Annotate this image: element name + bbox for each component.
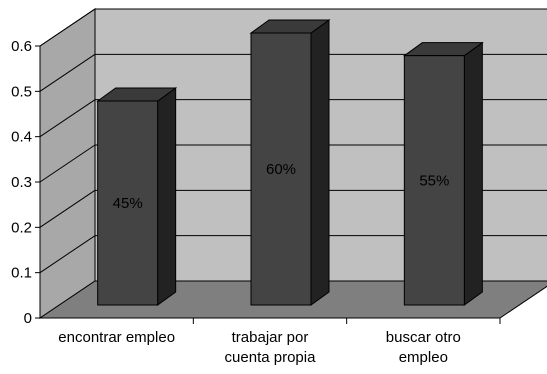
chart-bars: 45% 60% 55% [96, 19, 484, 306]
x-category-label-line: empleo [399, 349, 448, 366]
data-label: 55% [419, 172, 449, 189]
bar-group: 60% [249, 19, 331, 306]
bar [250, 32, 312, 306]
x-category-label: buscar otro empleo [386, 329, 461, 366]
y-tick-label: 0.3 [11, 174, 32, 191]
data-label: 60% [266, 161, 296, 178]
gridline-side [39, 144, 96, 183]
bar-side [463, 41, 483, 306]
x-axis-category-labels: encontrar empleo trabajar por cuenta propi… [58, 329, 461, 366]
y-tick-label: 0.1 [11, 265, 32, 282]
gridline-side [39, 8, 96, 47]
gridline-side [39, 189, 96, 228]
bar [403, 55, 465, 306]
bar [97, 100, 159, 306]
chart-axes [35, 45, 501, 324]
x-category-label: trabajar por cuenta propia [225, 329, 317, 366]
y-tick-label: 0.2 [11, 219, 32, 236]
data-label: 45% [113, 195, 143, 212]
bar-side [310, 19, 330, 306]
y-tick-label: 0 [24, 310, 32, 327]
y-tick-label: 0.6 [11, 38, 32, 55]
gridline-side [39, 99, 96, 138]
bar-group: 45% [96, 87, 178, 306]
gridline-side [39, 235, 96, 274]
x-category-label-line: buscar otro [386, 329, 461, 346]
gridline-side [39, 53, 96, 92]
x-category-label-line: encontrar empleo [58, 329, 175, 346]
bar-side [157, 87, 177, 306]
y-tick-label: 0.4 [11, 129, 32, 146]
x-category-label-line: cuenta propia [225, 349, 317, 366]
x-category-label: encontrar empleo [58, 329, 175, 346]
y-axis-tick-labels: 0 0.1 0.2 0.3 0.4 0.5 0.6 [11, 38, 32, 327]
y-tick-label: 0.5 [11, 83, 32, 100]
x-category-label-line: trabajar por [232, 329, 309, 346]
bar-group: 55% [402, 41, 484, 306]
